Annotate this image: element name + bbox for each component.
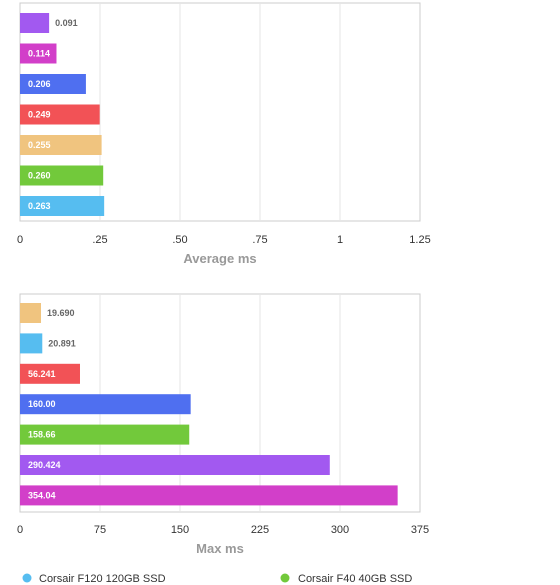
legend-marker [280,573,290,583]
bar-value-label: 0.255 [28,140,51,150]
bar [20,485,398,506]
bar [20,424,190,445]
x-tick-label: 1.25 [409,234,430,246]
x-tick-label: 150 [171,524,189,536]
bar-value-label: 0.206 [28,79,51,89]
x-tick-label: .50 [172,234,187,246]
x-tick-label: 1 [337,234,343,246]
x-tick-label: 0 [17,524,23,536]
chart-1: 0 .25 .50 .75 1 1.25 Average ms 0.091 0.114 0.206… [17,2,431,266]
x-axis-title: Average ms [183,251,256,266]
bar-value-label: 160.00 [28,399,56,409]
bar-value-label: 0.114 [28,49,50,59]
bar [20,455,330,475]
x-axis-title: Max ms [196,541,244,556]
chart-2: 0 75 150 225 300 375 Max ms 19.690 20.891 56.241 1… [17,293,429,556]
x-tick-label: 0 [17,234,23,246]
x-tick-label: 300 [331,524,349,536]
bar [20,196,105,216]
x-tick-label: 375 [411,524,429,536]
bar [20,13,50,33]
bar-value-label: 0.263 [28,201,51,211]
bar [20,394,191,415]
x-tick-label: .75 [252,234,267,246]
bar [20,74,86,94]
bar [20,135,102,155]
bar-value-label: 0.260 [28,171,51,181]
bar [20,165,104,186]
bar-value-label: 56.241 [28,369,56,379]
bar-value-label: 354.04 [28,490,56,500]
bar-value-label: 19.690 [47,308,75,318]
x-tick-label: 75 [94,524,106,536]
legend-label: Corsair F120 120GB SSD [39,573,166,585]
legend: Corsair F120 120GB SSD Corsair F40 40GB S… [22,573,412,585]
bar-value-label: 0.249 [28,110,51,120]
legend-label: Corsair F40 40GB SSD [298,573,412,585]
x-tick-label: .25 [92,234,107,246]
bar [20,104,100,125]
bar [20,363,80,384]
legend-marker [22,573,32,583]
x-tick-label: 225 [251,524,269,536]
bar [20,303,42,323]
bar [20,43,57,64]
bar-value-label: 0.091 [55,18,78,28]
bar [20,333,43,354]
bar-value-label: 158.66 [28,430,56,440]
bar-value-label: 290.424 [28,460,61,470]
bar-value-label: 20.891 [48,338,76,348]
